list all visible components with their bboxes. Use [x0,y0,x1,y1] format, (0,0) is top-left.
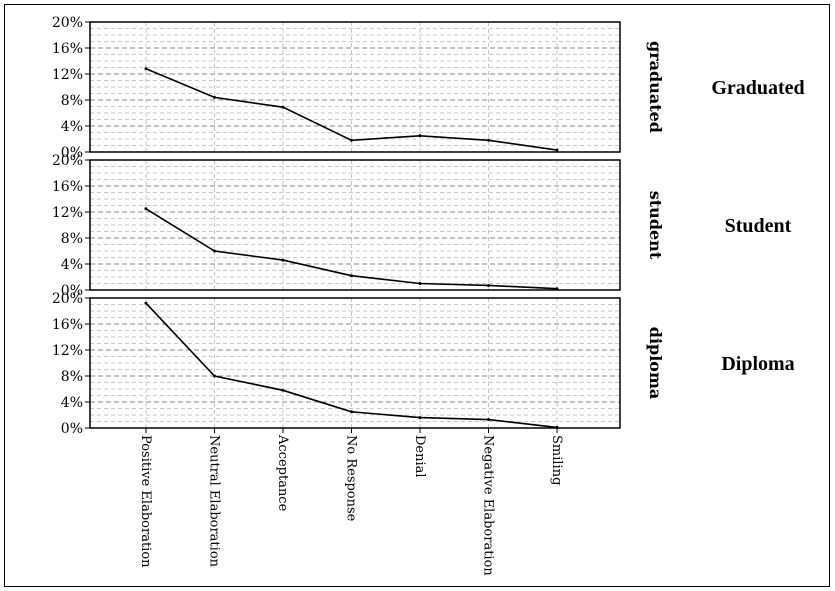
data-point [418,134,422,138]
data-point [213,95,216,99]
paneled-line-chart: 0% 4% 8% 12% 16% 20% graduated Graduated 0% 4% 8% 1… [52,15,805,576]
chart-frame: 0% 4% 8% 12% 16% 20% graduated Graduated 0% 4% 8% 1… [4,4,830,587]
y-tick-label: 4% [61,395,83,411]
panel-side-label: Diploma [721,353,794,375]
y-tick-label: 0% [61,421,83,437]
data-point [555,148,559,152]
y-tick-label: 8% [61,231,83,247]
data-point [213,249,216,253]
data-point [144,67,148,71]
panel-strip-label: graduated [646,41,665,133]
y-tick-label: 20% [52,291,83,307]
data-point [144,301,148,305]
y-tick-label: 12% [52,67,83,83]
data-point [418,282,422,285]
data-point [418,416,422,420]
data-point [487,418,490,422]
y-tick-label: 16% [52,41,83,57]
x-category-label: Positive Elaboration [138,435,153,568]
x-category-label: Smiling [549,435,564,485]
y-tick-label: 0% [61,283,83,299]
x-category-label: Negative Elaboration [481,435,496,576]
y-tick-label: 4% [61,119,83,135]
x-category-label: Denial [412,435,427,478]
data-point [350,274,353,278]
x-category-label: Acceptance [275,434,290,512]
y-tick-label: 20% [52,153,83,169]
data-point [213,374,216,378]
y-tick-label: 16% [52,179,83,195]
data-point [281,105,285,109]
panel-strip-label: diploma [646,327,665,400]
x-category-label: No Response [344,435,359,522]
y-tick-label: 12% [52,343,83,359]
panel-strip-label: student [646,191,665,260]
y-tick-label: 16% [52,317,83,333]
y-tick-label: 8% [61,93,83,109]
data-point [487,283,490,287]
data-point [281,388,285,392]
data-point [487,138,490,142]
data-point [281,258,285,262]
data-point [350,138,353,142]
data-point [350,410,353,414]
y-tick-label: 4% [61,257,83,273]
y-tick-label: 12% [52,205,83,221]
y-tick-label: 20% [52,15,83,31]
panel-frame [89,297,621,429]
y-tick-label: 8% [61,369,83,385]
panel-frame [89,159,621,291]
panel-side-label: Graduated [711,77,804,99]
data-point [555,287,559,291]
data-point [144,207,148,211]
y-tick-label: 0% [61,145,83,161]
x-category-label: Neutral Elaboration [207,435,222,568]
data-point [555,425,559,429]
panel-frame [89,21,621,153]
panel-side-label: Student [725,215,792,237]
